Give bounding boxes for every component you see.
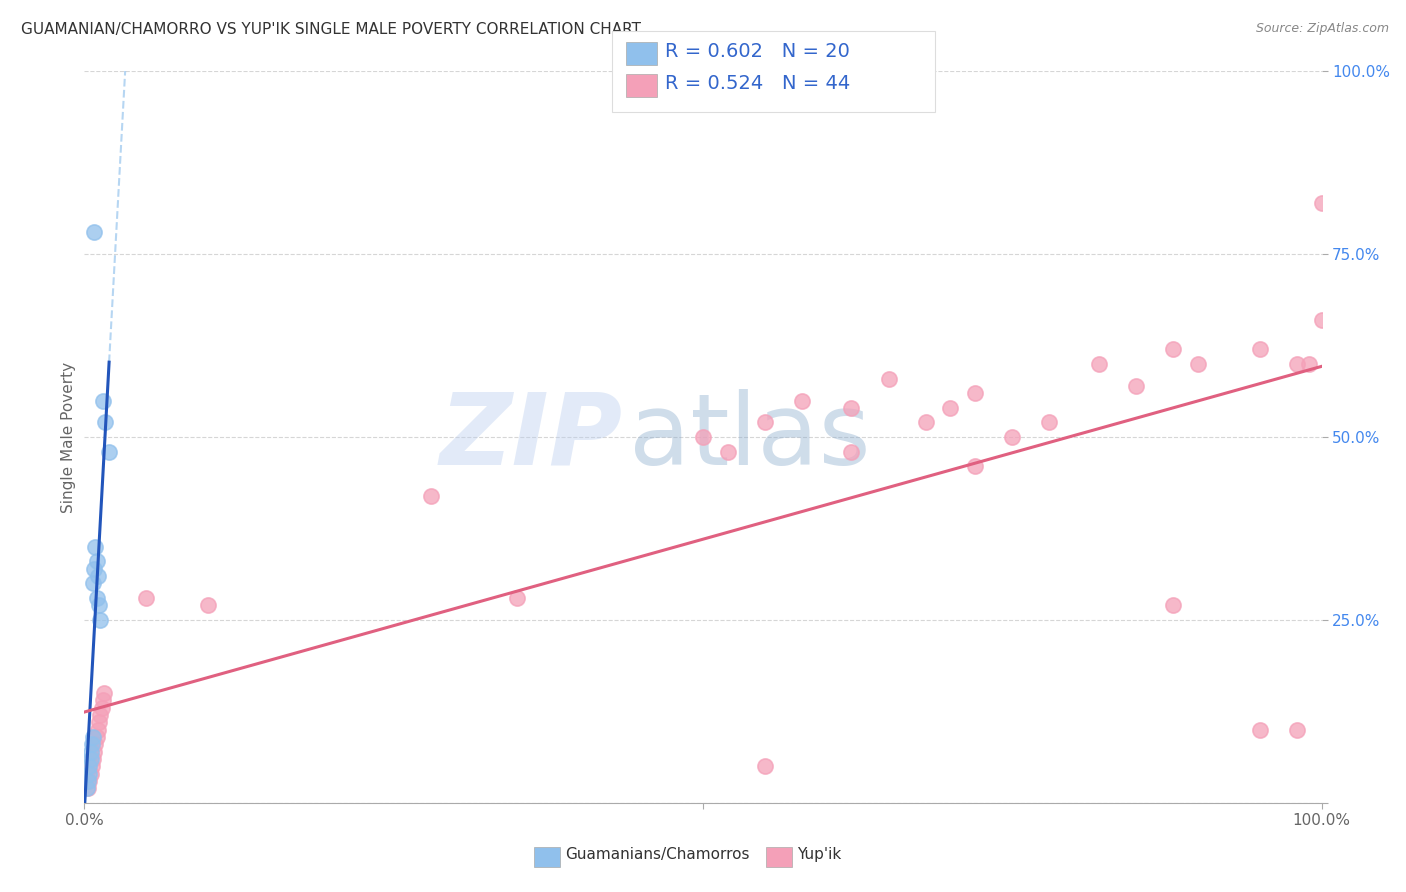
Point: [754, 759, 776, 773]
Text: R = 0.524   N = 44: R = 0.524 N = 44: [665, 74, 851, 93]
Point: [1001, 430, 1024, 444]
Point: [419, 489, 441, 503]
Point: [1310, 313, 1333, 327]
Point: [82, 730, 104, 744]
Point: [1285, 357, 1308, 371]
Point: [939, 401, 962, 415]
Text: Source: ZipAtlas.com: Source: ZipAtlas.com: [1256, 22, 1389, 36]
Point: [80, 737, 103, 751]
Point: [83, 745, 105, 759]
Text: ZIP: ZIP: [440, 389, 623, 485]
Point: [135, 591, 157, 605]
Point: [1285, 723, 1308, 737]
Point: [94, 416, 117, 430]
Point: [1249, 343, 1271, 357]
Point: [1161, 599, 1184, 613]
Point: [77, 781, 100, 796]
Point: [86, 591, 108, 605]
Point: [77, 773, 100, 788]
Point: [91, 393, 114, 408]
Point: [89, 613, 111, 627]
Point: [79, 752, 101, 766]
Point: [692, 430, 714, 444]
Y-axis label: Single Male Poverty: Single Male Poverty: [60, 361, 76, 513]
Point: [82, 576, 104, 591]
Point: [89, 708, 111, 723]
Point: [83, 562, 105, 576]
Point: [98, 444, 121, 458]
Text: R = 0.602   N = 20: R = 0.602 N = 20: [665, 42, 849, 61]
Text: GUAMANIAN/CHAMORRO VS YUP'IK SINGLE MALE POVERTY CORRELATION CHART: GUAMANIAN/CHAMORRO VS YUP'IK SINGLE MALE…: [21, 22, 641, 37]
Point: [841, 401, 863, 415]
Point: [1298, 357, 1320, 371]
Point: [91, 693, 114, 707]
Point: [83, 225, 105, 239]
Point: [1310, 196, 1333, 211]
Point: [79, 745, 101, 759]
Text: Guamanians/Chamorros: Guamanians/Chamorros: [565, 847, 749, 863]
Point: [87, 723, 110, 737]
Text: atlas: atlas: [628, 389, 870, 485]
Point: [1249, 723, 1271, 737]
Point: [93, 686, 115, 700]
Point: [90, 700, 112, 714]
Point: [197, 599, 219, 613]
Point: [841, 444, 863, 458]
Point: [84, 737, 107, 751]
Point: [79, 766, 101, 780]
Point: [965, 459, 987, 474]
Point: [1161, 343, 1184, 357]
Point: [1088, 357, 1111, 371]
Point: [506, 591, 529, 605]
Point: [754, 416, 776, 430]
Point: [877, 371, 900, 385]
Point: [1187, 357, 1209, 371]
Point: [965, 386, 987, 401]
Point: [717, 444, 740, 458]
Point: [89, 599, 111, 613]
Point: [86, 730, 108, 744]
Point: [80, 759, 103, 773]
Point: [87, 569, 110, 583]
Point: [914, 416, 936, 430]
Point: [790, 393, 813, 408]
Point: [82, 752, 104, 766]
Point: [86, 554, 108, 568]
Text: Yup'ik: Yup'ik: [797, 847, 841, 863]
Point: [1038, 416, 1060, 430]
Point: [79, 766, 101, 780]
Point: [89, 715, 111, 730]
Point: [79, 759, 101, 773]
Point: [84, 540, 107, 554]
Point: [79, 773, 101, 788]
Point: [76, 781, 98, 796]
Point: [1125, 379, 1147, 393]
